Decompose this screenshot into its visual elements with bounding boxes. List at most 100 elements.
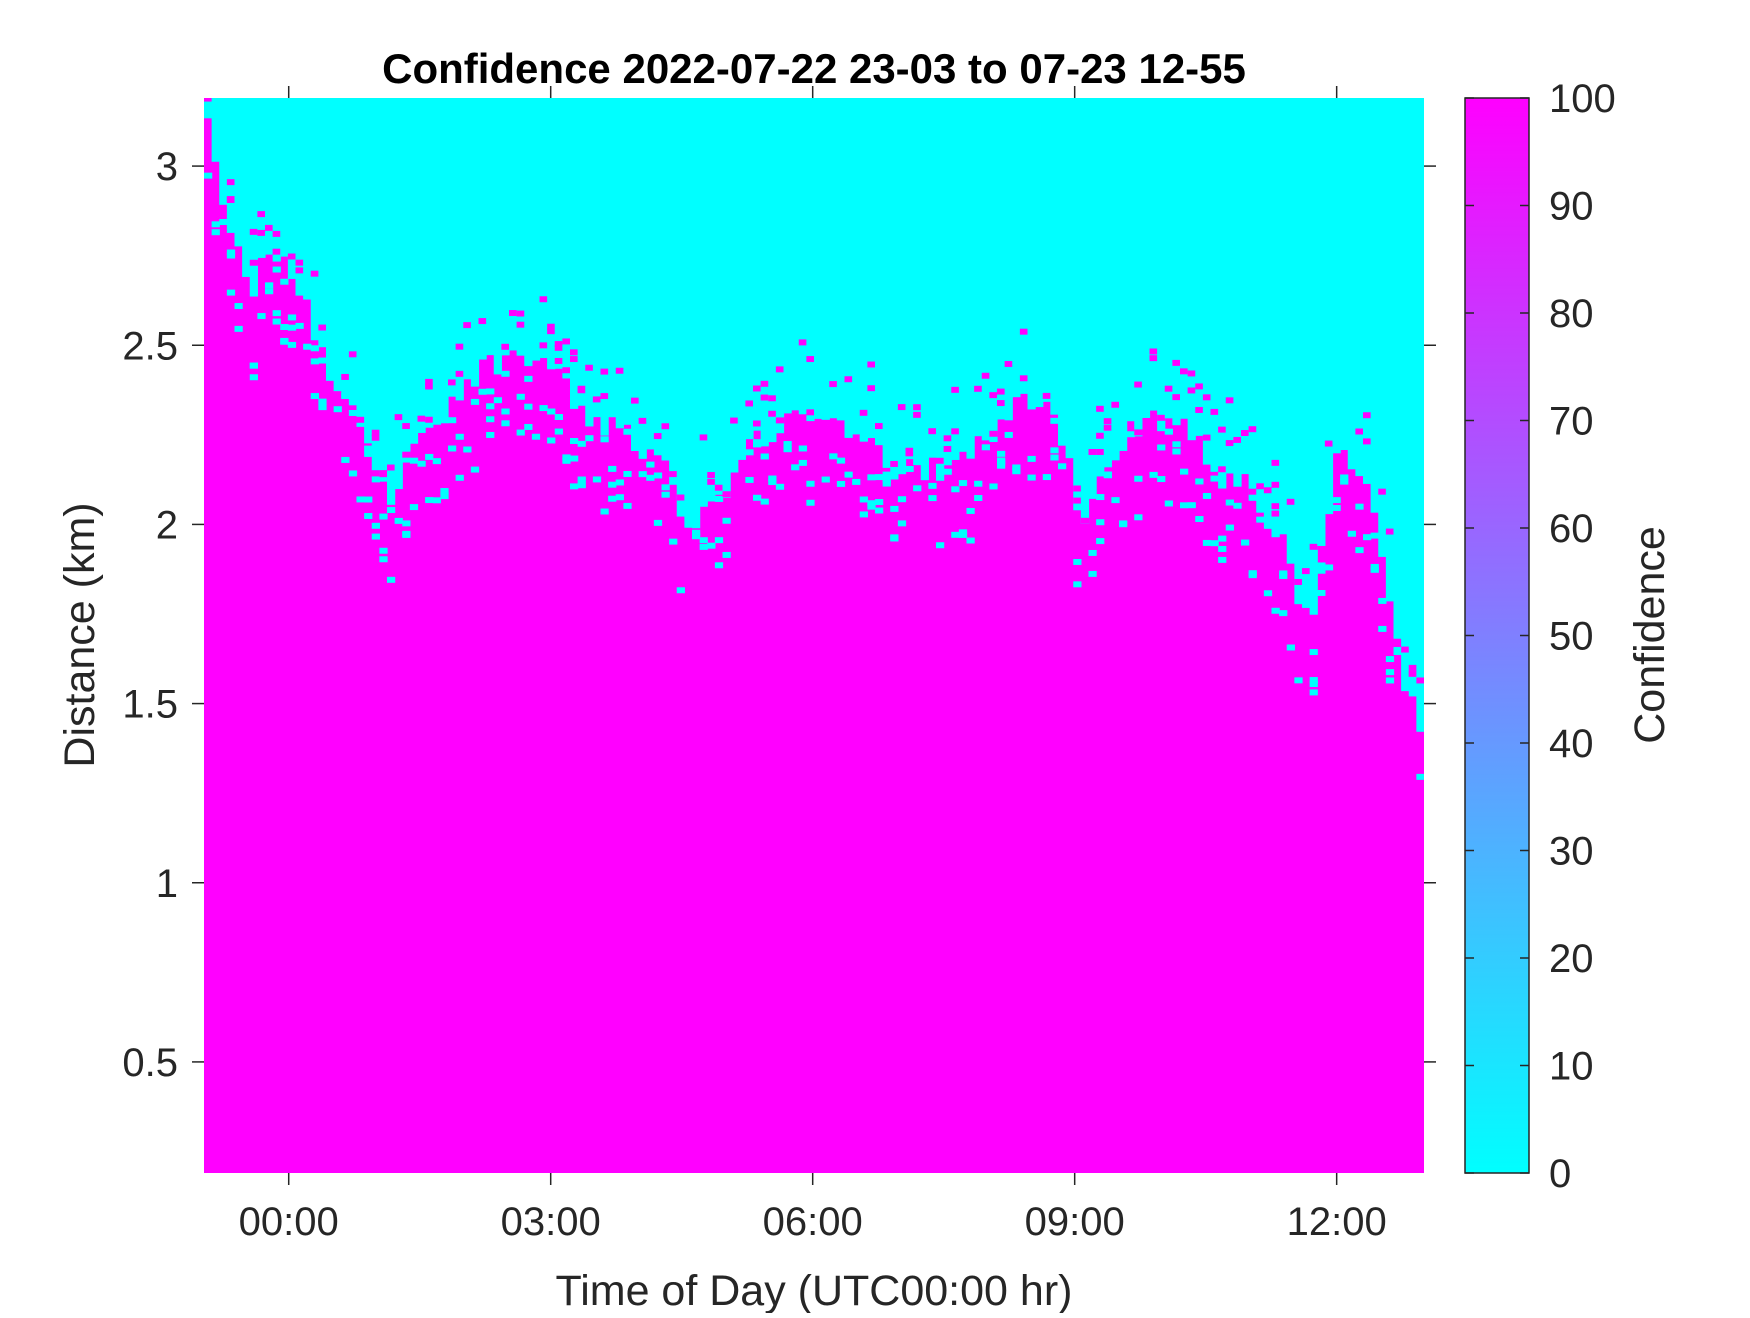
heatmap-low-column	[1004, 98, 1013, 421]
colorbar-tick-label: 50	[1549, 615, 1594, 659]
heatmap-speckle	[661, 491, 670, 498]
heatmap-speckle	[1271, 510, 1280, 517]
heatmap-speckle	[409, 457, 419, 464]
heatmap-speckle	[753, 441, 762, 448]
heatmap-low-column	[615, 98, 624, 429]
heatmap-speckle	[844, 471, 853, 478]
heatmap-speckle	[936, 457, 945, 464]
heatmap-speckle	[905, 450, 914, 457]
heatmap-low-column	[204, 98, 213, 119]
colorbar-tick-label: 20	[1549, 937, 1594, 981]
heatmap-speckle	[547, 323, 556, 330]
heatmap-speckle	[577, 476, 586, 483]
x-tick-label: 09:00	[1025, 1200, 1125, 1244]
heatmap-speckle	[783, 441, 792, 448]
heatmap-low-column	[684, 98, 693, 528]
heatmap-speckle	[897, 496, 907, 503]
heatmap-speckle	[272, 230, 281, 237]
heatmap-speckle	[722, 491, 731, 498]
heatmap-low-column	[1317, 98, 1326, 546]
heatmap-speckle	[348, 470, 358, 477]
heatmap-low-column	[676, 98, 685, 517]
heatmap-speckle	[913, 404, 922, 411]
heatmap-speckle	[1248, 570, 1257, 577]
heatmap-low-column	[600, 98, 609, 436]
heatmap-low-column	[1202, 98, 1212, 465]
heatmap-low-column	[1332, 98, 1341, 454]
heatmap-low-column	[257, 98, 266, 258]
heatmap-low-column	[631, 98, 640, 452]
colorbar-tick-label: 30	[1549, 830, 1594, 874]
heatmap-speckle	[265, 282, 274, 289]
heatmap-speckle	[1012, 468, 1021, 475]
heatmap-low-column	[1302, 98, 1311, 608]
heatmap-speckle	[1355, 503, 1364, 510]
heatmap-speckle	[760, 498, 769, 505]
heatmap-low-column	[1111, 98, 1120, 461]
heatmap-speckle	[661, 423, 670, 430]
heatmap-low-column	[501, 98, 510, 356]
heatmap-low-column	[1035, 98, 1044, 408]
heatmap-speckle	[669, 471, 678, 478]
heatmap-speckle	[310, 345, 319, 352]
heatmap-speckle	[1096, 538, 1105, 545]
heatmap-low-column	[295, 98, 304, 293]
colorbar-gradient	[1464, 97, 1530, 1174]
heatmap-speckle	[387, 464, 396, 471]
heatmap-speckle	[310, 270, 319, 277]
colorbar-tick-label: 80	[1549, 292, 1594, 336]
heatmap-speckle	[280, 324, 289, 331]
heatmap-low-column	[1340, 98, 1349, 451]
heatmap-speckle	[1019, 328, 1029, 335]
heatmap-speckle	[989, 430, 998, 437]
heatmap-speckle	[966, 507, 975, 514]
heatmap-low-column	[722, 98, 731, 498]
heatmap-low-column	[1218, 98, 1227, 489]
heatmap-speckle	[1363, 534, 1372, 541]
colorbar-tick-label: 40	[1549, 722, 1594, 766]
heatmap-speckle	[1324, 440, 1334, 447]
heatmap-speckle	[714, 484, 724, 491]
y-tick-label: 1.5	[122, 683, 178, 727]
heatmap-speckle	[280, 278, 289, 285]
heatmap-speckle	[577, 440, 586, 447]
heatmap-speckle	[1164, 428, 1173, 435]
heatmap-speckle	[1202, 539, 1212, 546]
heatmap-speckle	[470, 398, 480, 405]
heatmap-speckle	[226, 179, 236, 186]
heatmap-speckle	[1103, 418, 1112, 425]
heatmap-speckle	[554, 341, 563, 348]
heatmap-speckle	[265, 288, 274, 295]
heatmap-speckle	[287, 324, 297, 331]
heatmap-speckle	[455, 343, 464, 350]
y-tick-label: 2.5	[122, 324, 178, 368]
heatmap-speckle	[211, 229, 220, 236]
heatmap-speckle	[615, 494, 624, 501]
heatmap-speckle	[1218, 535, 1227, 542]
heatmap-low-column	[539, 98, 548, 359]
heatmap-low-column	[562, 98, 571, 379]
heatmap-speckle	[516, 310, 525, 317]
heatmap-speckle	[265, 224, 274, 231]
heatmap-low-column	[836, 98, 846, 421]
heatmap-speckle	[1050, 454, 1059, 461]
heatmap-speckle	[1050, 417, 1059, 424]
heatmap-speckle	[1210, 475, 1219, 482]
heatmap-speckle	[272, 310, 281, 317]
heatmap-speckle	[1218, 426, 1227, 433]
heatmap-speckle	[226, 197, 236, 203]
heatmap-speckle	[1218, 545, 1227, 552]
x-tick-label: 06:00	[763, 1200, 863, 1244]
heatmap-speckle	[859, 435, 868, 442]
heatmap-low-column	[432, 98, 441, 425]
heatmap-speckle	[570, 455, 579, 462]
heatmap-speckle	[249, 228, 258, 235]
heatmap-low-column	[341, 98, 350, 399]
heatmap-speckle	[1317, 562, 1326, 569]
heatmap-low-column	[989, 98, 998, 443]
heatmap-speckle	[753, 420, 762, 427]
heatmap-low-column	[379, 98, 388, 482]
heatmap-speckle	[608, 465, 617, 472]
heatmap-speckle	[1073, 497, 1082, 504]
colorbar-tick-label: 90	[1549, 185, 1594, 229]
